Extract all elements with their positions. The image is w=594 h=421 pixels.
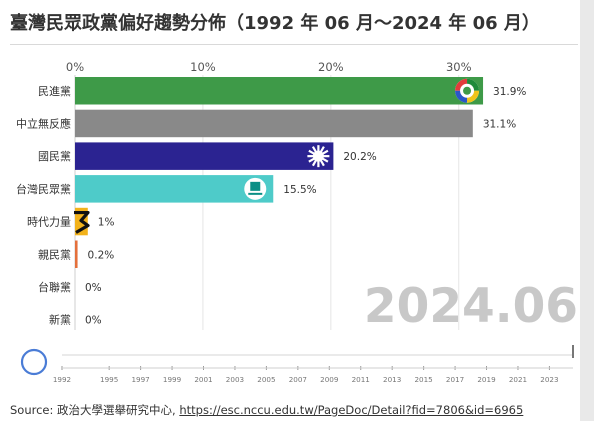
npp-logo-icon xyxy=(74,210,90,234)
value-label: 31.9% xyxy=(493,86,526,98)
timeline-year-label: 2005 xyxy=(257,375,275,384)
timeline-year-label: 2019 xyxy=(477,375,496,384)
timeline: 1992 1995 1997 1999 2001 2003 2005 2007 2009 2011… xyxy=(20,345,574,384)
timeline-year-label: 1999 xyxy=(163,375,182,384)
source-prefix: Source: 政治大學選舉研究中心, xyxy=(10,403,180,417)
timeline-year-label: 2011 xyxy=(352,375,370,384)
value-label: 31.1% xyxy=(483,118,516,130)
bar-group: 台聯黨 0% xyxy=(38,280,102,294)
timeline-year-label: 2003 xyxy=(226,375,244,384)
timeline-year-label: 1992 xyxy=(53,375,71,384)
chart-card: 臺灣民眾政黨偏好趨勢分佈（1992 年 06 月～2024 年 06 月） 0%… xyxy=(10,13,578,418)
category-label: 時代力量 xyxy=(27,216,71,229)
value-label: 0% xyxy=(85,315,102,327)
category-label: 台聯黨 xyxy=(38,280,71,294)
kmt-sun-icon xyxy=(307,145,330,168)
timeline-year-label: 2007 xyxy=(289,375,307,384)
chart-title: 臺灣民眾政黨偏好趨勢分佈（1992 年 06 月～2024 年 06 月） xyxy=(10,13,540,34)
value-label: 0.2% xyxy=(88,249,115,261)
tpp-logo-icon xyxy=(244,177,267,200)
x-tick-label: 20% xyxy=(318,60,344,74)
bar-group: 時代力量 1% xyxy=(27,207,115,236)
bar-chart: 0% 10% 20% 30% 2024.06 民進黨 31.9% 中立無反應 31.1% 國民… xyxy=(16,60,578,384)
bar xyxy=(75,77,484,105)
category-label: 國民黨 xyxy=(38,149,71,163)
timeline-year-label: 2021 xyxy=(509,375,527,384)
source-line: Source: 政治大學選舉研究中心, https://esc.nccu.edu… xyxy=(10,402,523,418)
timeline-year-label: 2013 xyxy=(383,375,401,384)
category-label: 台灣民眾黨 xyxy=(16,182,71,196)
timeline-year-label: 2009 xyxy=(320,375,339,384)
play-button[interactable] xyxy=(20,348,48,376)
timeline-year-label: 2001 xyxy=(194,375,212,384)
category-label: 民進黨 xyxy=(38,84,71,98)
value-label: 1% xyxy=(98,217,115,229)
timeline-year-label: 2015 xyxy=(414,375,432,384)
timeline-year-label: 1995 xyxy=(100,375,118,384)
category-label: 中立無反應 xyxy=(16,116,71,130)
bar-group: 國民黨 20.2% xyxy=(38,142,377,170)
category-label: 親民黨 xyxy=(38,247,71,261)
category-label: 新黨 xyxy=(49,313,71,327)
value-label: 20.2% xyxy=(343,151,376,163)
bar-group: 中立無反應 31.1% xyxy=(16,109,516,138)
timeline-year-label: 2023 xyxy=(540,375,558,384)
x-tick-label: 0% xyxy=(66,60,84,74)
timeline-year-label: 1997 xyxy=(131,375,149,384)
bar-group: 台灣民眾黨 15.5% xyxy=(16,175,317,203)
bar-group: 新黨 0% xyxy=(49,313,102,327)
window-edge xyxy=(580,0,594,421)
bar xyxy=(75,240,78,268)
period-label: 2024.06 xyxy=(364,279,578,334)
source-link[interactable]: https://esc.nccu.edu.tw/PageDoc/Detail?f… xyxy=(179,403,524,417)
bar xyxy=(75,109,473,138)
value-label: 0% xyxy=(85,282,102,294)
bar xyxy=(75,142,334,170)
title-divider xyxy=(10,44,578,45)
value-label: 15.5% xyxy=(283,184,316,196)
bar xyxy=(75,175,274,203)
bar-group: 親民黨 0.2% xyxy=(38,240,115,268)
x-tick-label: 10% xyxy=(190,60,216,74)
x-tick-label: 30% xyxy=(446,60,472,74)
bars: 民進黨 31.9% 中立無反應 31.1% 國民黨 20.2% 台灣民眾黨 15.5% 時代力量… xyxy=(16,75,526,330)
bar-group: 民進黨 31.9% xyxy=(38,77,526,105)
dpp-logo-icon xyxy=(455,78,480,103)
timeline-year-label: 2017 xyxy=(446,375,464,384)
